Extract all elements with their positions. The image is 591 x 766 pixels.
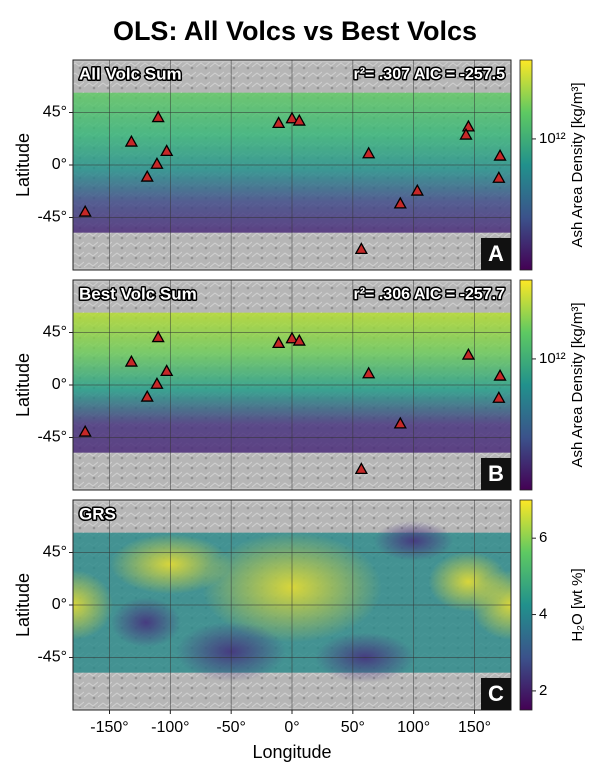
y-axis-label: Latitude — [13, 133, 33, 197]
volcano-marker — [78, 204, 92, 217]
fit-annotation: r²= .307 AIC = -257.5 — [354, 66, 506, 83]
volcano-marker — [78, 424, 92, 437]
colorbar-label: H₂O [wt %] — [569, 568, 586, 641]
volcano-marker — [493, 368, 507, 381]
volcano-marker — [151, 110, 165, 123]
volcano-marker — [354, 242, 368, 255]
panel: 45° 0° -45°Latitude All Volc Sum r²= .307 AI… — [13, 59, 586, 271]
x-tick-label: 150° — [458, 719, 491, 736]
x-tick-label: -50° — [216, 719, 246, 736]
volcano-marker — [393, 196, 407, 209]
colorbar-tick-label: 10¹² — [539, 350, 566, 367]
panel-title: Best Volc Sum — [79, 284, 197, 303]
colorbar-tick-label: 4 — [539, 606, 547, 623]
volcano-marker — [151, 330, 165, 343]
colorbar-label: Ash Area Density [kg/m³] — [569, 82, 586, 247]
volcano-marker — [354, 462, 368, 475]
panel-label: C — [488, 681, 504, 706]
x-tick-label: -150° — [90, 719, 128, 736]
volcano-marker — [292, 113, 306, 126]
volcano-marker — [285, 111, 299, 124]
panel-label-box — [481, 678, 511, 710]
y-tick-label: -45° — [37, 209, 67, 226]
volcano-marker — [362, 146, 376, 159]
map — [73, 280, 511, 490]
map — [73, 60, 511, 270]
volcano-marker — [493, 148, 507, 161]
panel-label-box — [481, 458, 511, 490]
y-tick-label: -45° — [37, 649, 67, 666]
volcano-marker — [160, 364, 174, 377]
y-tick-label: 0° — [52, 596, 67, 613]
y-tick-label: -45° — [37, 429, 67, 446]
volcano-marker — [362, 366, 376, 379]
x-tick-label: -100° — [151, 719, 189, 736]
volcano-marker — [492, 170, 506, 183]
panel-title: GRS — [79, 504, 116, 523]
colorbar-tick-label: 6 — [539, 529, 547, 546]
y-tick-label: 0° — [52, 156, 67, 173]
y-axis-label: Latitude — [13, 353, 33, 417]
panel: 45° 0° -45°Latitude Best Volc Sum r²= .306 A… — [13, 279, 586, 491]
x-axis-label: Longitude — [252, 742, 331, 762]
panel-title: All Volc Sum — [79, 64, 182, 83]
volcano-marker — [410, 183, 424, 196]
colorbar — [519, 279, 533, 491]
volcano-marker — [140, 389, 154, 402]
panel-label: B — [488, 461, 504, 486]
map — [73, 500, 511, 710]
volcano-marker — [272, 336, 286, 349]
raster-blob — [428, 551, 509, 612]
volcano-marker — [272, 116, 286, 129]
y-tick-label: 45° — [43, 324, 67, 341]
y-tick-label: 0° — [52, 376, 67, 393]
panel-label: A — [488, 241, 504, 266]
volcano-marker — [150, 376, 164, 389]
volcano-marker — [393, 416, 407, 429]
volcano-marker — [492, 390, 506, 403]
volcano-marker — [459, 127, 473, 140]
volcano-marker — [285, 331, 299, 344]
volcano-marker — [461, 347, 476, 360]
colorbar — [519, 499, 533, 711]
colorbar — [519, 59, 533, 271]
volcano-marker — [150, 156, 164, 169]
volcano-marker — [140, 169, 154, 182]
panel: 45° 0° -45°Latitude -150° -100° -50° 0° 50° 100°… — [13, 499, 586, 762]
y-axis-label: Latitude — [13, 573, 33, 637]
x-tick-label: 100° — [397, 719, 430, 736]
volcano-marker — [292, 333, 306, 346]
fit-annotation: r²= .306 AIC = -257.7 — [354, 286, 506, 303]
y-tick-label: 45° — [43, 544, 67, 561]
panel-label-box — [481, 238, 511, 270]
x-tick-label: 0° — [284, 719, 299, 736]
figure-title: OLS: All Volcs vs Best Volcs — [113, 16, 477, 46]
volcano-marker — [160, 144, 174, 157]
colorbar-label: Ash Area Density [kg/m³] — [569, 302, 586, 467]
x-tick-label: 50° — [341, 719, 365, 736]
volcano-marker — [124, 354, 139, 367]
volcano-marker — [124, 134, 139, 147]
colorbar-tick-label: 2 — [539, 682, 547, 699]
y-tick-label: 45° — [43, 104, 67, 121]
raster-blob — [111, 597, 181, 648]
colorbar-tick-label: 10¹² — [539, 130, 566, 147]
